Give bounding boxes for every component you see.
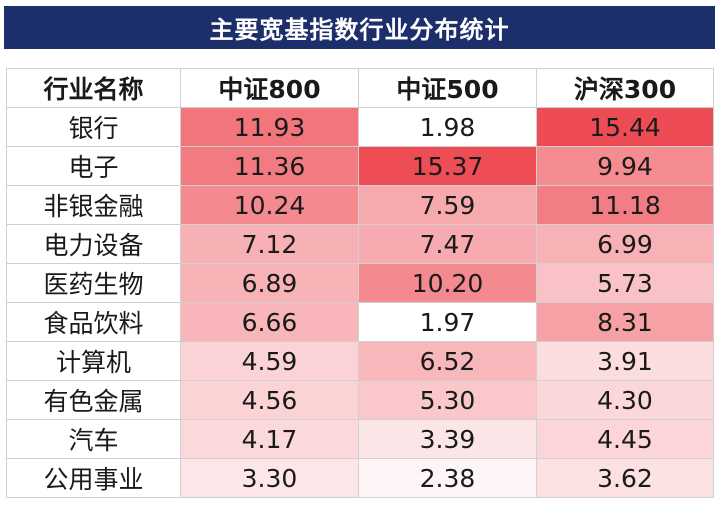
value-cell-csi800: 4.56: [180, 380, 359, 420]
value-cell-csi500: 15.37: [358, 146, 537, 186]
table-row: 有色金属 4.56 5.30 4.30: [6, 380, 714, 420]
industry-name-cell: 电力设备: [6, 224, 181, 264]
value-cell-csi300: 8.31: [536, 302, 714, 342]
value-cell-csi800: 6.89: [180, 263, 359, 303]
value-cell-csi300: 6.99: [536, 224, 714, 264]
value-cell-csi500: 10.20: [358, 263, 537, 303]
value-cell-csi300: 3.62: [536, 458, 714, 498]
value-cell-csi300: 11.18: [536, 185, 714, 225]
value-cell-csi800: 4.59: [180, 341, 359, 381]
table-row: 公用事业 3.30 2.38 3.62: [6, 458, 714, 498]
value-cell-csi300: 9.94: [536, 146, 714, 186]
header-csi500: 中证500: [358, 68, 537, 108]
industry-name-cell: 电子: [6, 146, 181, 186]
value-cell-csi500: 1.97: [358, 302, 537, 342]
value-cell-csi300: 5.73: [536, 263, 714, 303]
value-cell-csi500: 7.47: [358, 224, 537, 264]
table-row: 汽车 4.17 3.39 4.45: [6, 419, 714, 459]
value-cell-csi500: 1.98: [358, 107, 537, 147]
table-row: 电子 11.36 15.37 9.94: [6, 146, 714, 186]
value-cell-csi500: 3.39: [358, 419, 537, 459]
table-row: 非银金融 10.24 7.59 11.18: [6, 185, 714, 225]
industry-name-cell: 汽车: [6, 419, 181, 459]
industry-table: 行业名称 中证800 中证500 沪深300 银行 11.93 1.98 15.44 电…: [6, 68, 714, 498]
value-cell-csi300: 3.91: [536, 341, 714, 381]
industry-name-cell: 公用事业: [6, 458, 181, 498]
header-industry: 行业名称: [6, 68, 181, 108]
header-row: 行业名称 中证800 中证500 沪深300: [6, 68, 714, 108]
value-cell-csi800: 4.17: [180, 419, 359, 459]
industry-name-cell: 医药生物: [6, 263, 181, 303]
value-cell-csi300: 15.44: [536, 107, 714, 147]
value-cell-csi300: 4.45: [536, 419, 714, 459]
value-cell-csi300: 4.30: [536, 380, 714, 420]
header-csi300: 沪深300: [536, 68, 714, 108]
table-title: 主要宽基指数行业分布统计: [4, 6, 715, 49]
value-cell-csi500: 6.52: [358, 341, 537, 381]
industry-name-cell: 计算机: [6, 341, 181, 381]
table-row: 计算机 4.59 6.52 3.91: [6, 341, 714, 381]
value-cell-csi800: 7.12: [180, 224, 359, 264]
value-cell-csi500: 7.59: [358, 185, 537, 225]
table-row: 电力设备 7.12 7.47 6.99: [6, 224, 714, 264]
value-cell-csi500: 2.38: [358, 458, 537, 498]
value-cell-csi800: 6.66: [180, 302, 359, 342]
value-cell-csi800: 10.24: [180, 185, 359, 225]
table-row: 医药生物 6.89 10.20 5.73: [6, 263, 714, 303]
industry-name-cell: 有色金属: [6, 380, 181, 420]
header-csi800: 中证800: [180, 68, 359, 108]
value-cell-csi800: 11.93: [180, 107, 359, 147]
value-cell-csi800: 3.30: [180, 458, 359, 498]
industry-name-cell: 非银金融: [6, 185, 181, 225]
table-row: 食品饮料 6.66 1.97 8.31: [6, 302, 714, 342]
value-cell-csi500: 5.30: [358, 380, 537, 420]
table-row: 银行 11.93 1.98 15.44: [6, 107, 714, 147]
industry-name-cell: 食品饮料: [6, 302, 181, 342]
industry-name-cell: 银行: [6, 107, 181, 147]
value-cell-csi800: 11.36: [180, 146, 359, 186]
